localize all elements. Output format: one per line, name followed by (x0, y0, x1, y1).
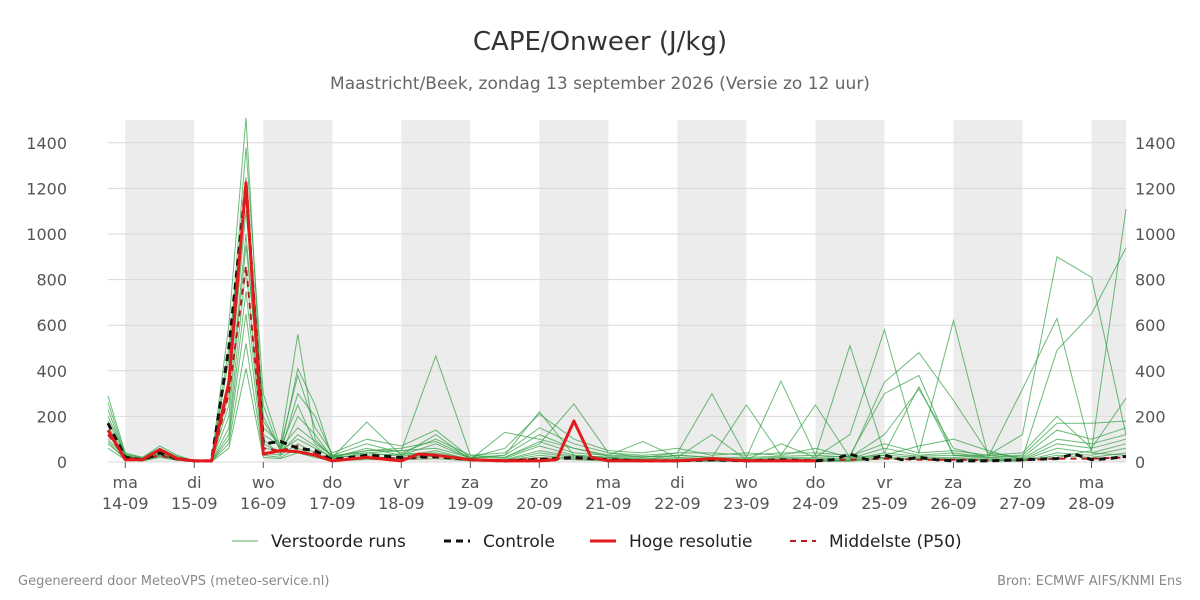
legend-item-hires: Hoge resolutie (590, 532, 753, 552)
legend-item-ensemble: Verstoorde runs (232, 532, 406, 552)
legend-label-hires: Hoge resolutie (629, 532, 753, 552)
legend-item-control: Controle (444, 532, 555, 552)
legend-item-median: Middelste (P50) (790, 532, 962, 552)
x-tick-date-24-09: 24-09 (792, 494, 839, 513)
x-tick-date-22-09: 22-09 (654, 494, 701, 513)
x-tick-weekday-15-09: di (187, 473, 202, 492)
night-band-5 (815, 120, 885, 462)
grid-lines (108, 142, 1126, 463)
x-axis: ma 14-09 di 15-09 wo 16-09 do 17-09 vr 18-09 za 19-… (102, 462, 1115, 513)
y-tick-left-400: 400 (36, 362, 67, 381)
y-tick-right-200: 200 (1135, 407, 1166, 426)
y-tick-left-0: 0 (57, 453, 67, 472)
night-band-0 (125, 120, 195, 462)
y-tick-right-1200: 1200 (1135, 179, 1176, 198)
footer-right: Bron: ECMWF AIFS/KNMI Ens (997, 574, 1182, 589)
y-tick-right-1400: 1400 (1135, 134, 1176, 153)
x-tick-weekday-28-09: ma (1079, 473, 1104, 492)
y-tick-left-800: 800 (36, 271, 67, 290)
x-tick-date-17-09: 17-09 (309, 494, 356, 513)
y-tick-right-800: 800 (1135, 271, 1166, 290)
night-band-3 (539, 120, 609, 462)
control-line (106, 182, 1127, 463)
x-tick-date-21-09: 21-09 (585, 494, 632, 513)
median-line (107, 264, 1127, 463)
night-band-2 (401, 120, 471, 462)
legend-label-control: Controle (483, 532, 555, 552)
x-tick-date-19-09: 19-09 (447, 494, 494, 513)
x-tick-weekday-23-09: wo (735, 473, 758, 492)
main-series-lines (106, 181, 1127, 463)
x-tick-weekday-16-09: wo (252, 473, 275, 492)
night-band-7 (1091, 120, 1126, 462)
x-tick-weekday-19-09: za (461, 473, 479, 492)
x-tick-weekday-14-09: ma (113, 473, 138, 492)
legend: Verstoorde runs Controle Hoge resolutie … (232, 532, 962, 552)
x-tick-date-14-09: 14-09 (102, 494, 149, 513)
x-tick-date-15-09: 15-09 (171, 494, 218, 513)
y-tick-left-200: 200 (36, 407, 67, 426)
y-tick-right-0: 0 (1135, 453, 1145, 472)
y-axis-left: 0 200 400 600 800 1000 1200 1400 (26, 134, 67, 472)
x-tick-date-28-09: 28-09 (1068, 494, 1115, 513)
y-tick-right-1000: 1000 (1135, 225, 1176, 244)
x-tick-date-18-09: 18-09 (378, 494, 425, 513)
x-tick-weekday-22-09: di (670, 473, 685, 492)
x-tick-weekday-24-09: do (805, 473, 825, 492)
x-tick-weekday-20-09: zo (530, 473, 548, 492)
night-band-4 (677, 120, 747, 462)
legend-label-ensemble: Verstoorde runs (271, 532, 406, 552)
footer-left: Gegenereerd door MeteoVPS (meteo-service… (18, 574, 329, 589)
y-tick-left-600: 600 (36, 316, 67, 335)
x-tick-weekday-26-09: za (944, 473, 962, 492)
x-tick-date-23-09: 23-09 (723, 494, 770, 513)
night-band-1 (263, 120, 333, 462)
chart-title: CAPE/Onweer (J/kg) (473, 27, 727, 57)
x-tick-weekday-18-09: vr (393, 473, 409, 492)
hires-line (106, 181, 816, 463)
legend-label-median: Middelste (P50) (829, 532, 962, 552)
y-tick-left-1200: 1200 (26, 179, 67, 198)
x-tick-date-20-09: 20-09 (516, 494, 563, 513)
x-tick-weekday-25-09: vr (876, 473, 892, 492)
y-tick-left-1400: 1400 (26, 134, 67, 153)
x-tick-date-16-09: 16-09 (240, 494, 287, 513)
y-axis-right: 0 200 400 600 800 1000 1200 1400 (1135, 134, 1176, 472)
night-bands (125, 120, 1126, 462)
x-tick-weekday-27-09: zo (1013, 473, 1031, 492)
y-tick-left-1000: 1000 (26, 225, 67, 244)
x-tick-date-27-09: 27-09 (999, 494, 1046, 513)
night-band-6 (953, 120, 1023, 462)
x-tick-weekday-21-09: ma (596, 473, 621, 492)
x-tick-date-26-09: 26-09 (930, 494, 977, 513)
y-tick-right-400: 400 (1135, 362, 1166, 381)
x-tick-weekday-17-09: do (322, 473, 342, 492)
x-tick-date-25-09: 25-09 (861, 494, 908, 513)
chart-subtitle: Maastricht/Beek, zondag 13 september 202… (330, 74, 870, 94)
y-tick-right-600: 600 (1135, 316, 1166, 335)
